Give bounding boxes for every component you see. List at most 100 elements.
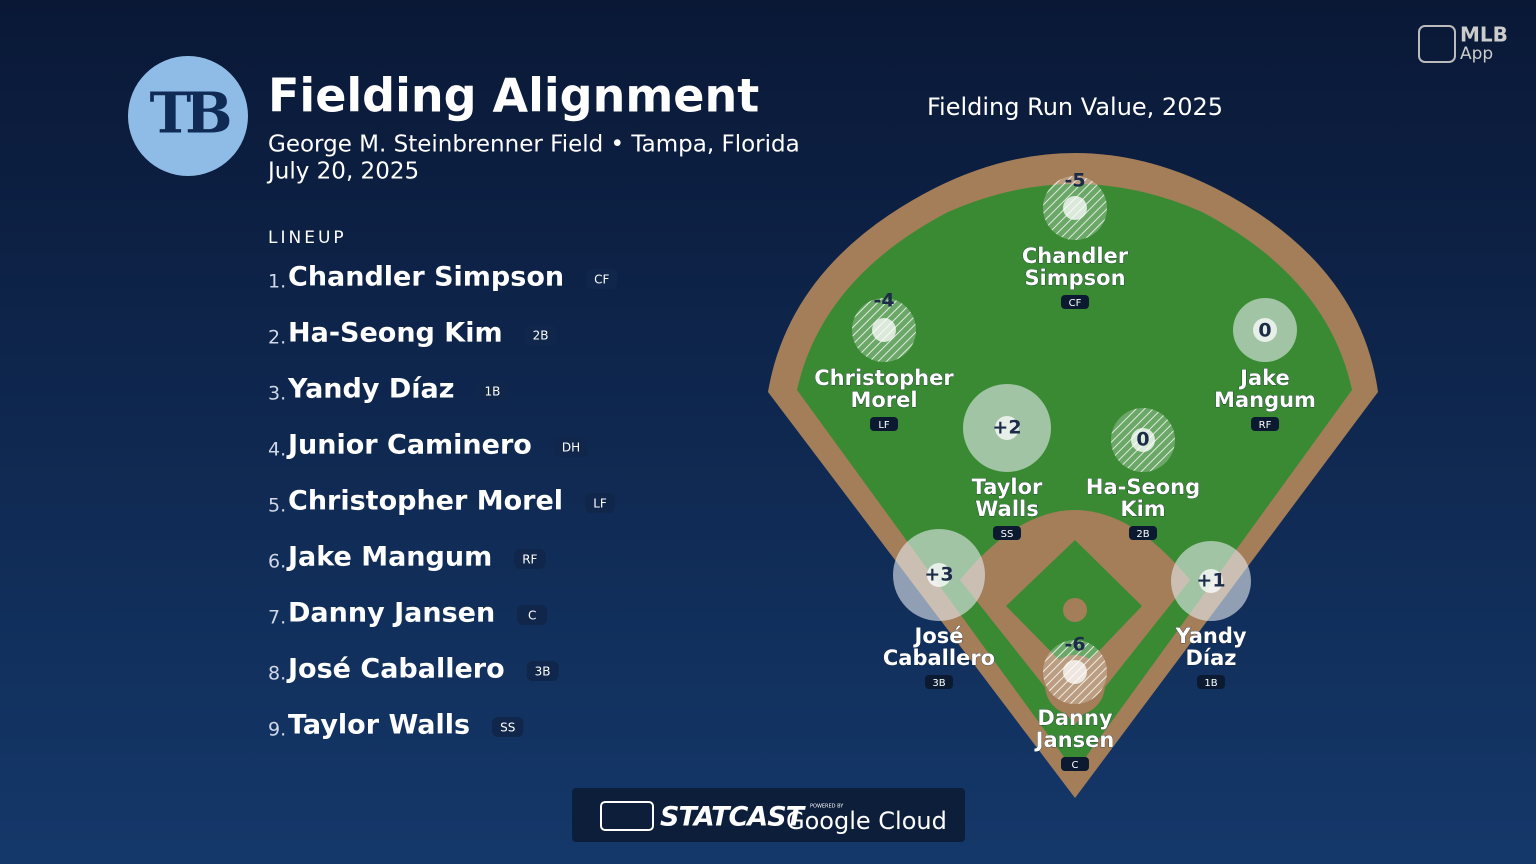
position-badge xyxy=(514,549,546,569)
run-value: 0 xyxy=(1136,429,1149,451)
fielder-dot xyxy=(1131,428,1155,452)
lineup-name: Yandy Díaz xyxy=(287,374,454,405)
fielder-dot xyxy=(1063,196,1087,220)
fielder-position: C xyxy=(1072,760,1079,771)
lineup-order: 6. xyxy=(268,551,286,573)
fielder-badge xyxy=(993,526,1021,540)
fielder-name: Danny xyxy=(1037,706,1113,730)
fielder-name: Díaz xyxy=(1185,646,1236,670)
lineup-name: Junior Caminero xyxy=(286,430,532,461)
field xyxy=(768,153,1378,798)
lineup-position: C xyxy=(528,609,536,623)
venue: George M. Steinbrenner Field • Tampa, Fl… xyxy=(268,132,800,158)
fielder-name: Caballero xyxy=(883,646,995,670)
fielder-name: Walls xyxy=(975,497,1038,521)
outfield-grass xyxy=(797,184,1352,772)
position-badge xyxy=(586,269,618,289)
team-logo xyxy=(128,56,248,176)
fielder-position: CF xyxy=(1069,298,1082,309)
lineup-position: 2B xyxy=(533,329,549,343)
fielder-position: SS xyxy=(1001,529,1014,540)
fielder-name: Kim xyxy=(1120,497,1165,521)
fielder-badge xyxy=(1061,757,1089,771)
lineup-name: Jake Mangum xyxy=(286,542,492,573)
app-name: App xyxy=(1460,44,1493,64)
fielder-badge xyxy=(1251,417,1279,431)
fielder-name: Mangum xyxy=(1214,388,1316,412)
lineup-order: 2. xyxy=(268,327,286,349)
fielder-name: Jansen xyxy=(1034,728,1115,752)
fielder-name: Morel xyxy=(850,388,917,412)
footer-badge xyxy=(572,788,965,842)
position-badge xyxy=(553,437,589,457)
fielder-position: 3B xyxy=(932,678,945,689)
fielder-name: Simpson xyxy=(1024,266,1125,290)
lineup-name: Taylor Walls xyxy=(288,710,470,741)
fielder-position: RF xyxy=(1259,420,1272,431)
lineup-name: Christopher Morel xyxy=(288,486,563,517)
lineup-name: Danny Jansen xyxy=(288,598,495,629)
fielder-name: Taylor xyxy=(972,475,1043,499)
fielder-dot xyxy=(995,416,1019,440)
field-title: Fielding Run Value, 2025 xyxy=(927,93,1223,121)
fielder-badge xyxy=(1061,295,1089,309)
title: Fielding Alignment xyxy=(268,69,759,123)
position-badge xyxy=(476,381,509,401)
powered-by: POWERED BY xyxy=(810,804,844,810)
lineup-order: 3. xyxy=(268,383,286,405)
position-badge xyxy=(517,605,548,625)
lineup-order: 9. xyxy=(268,719,286,741)
lineup-position: RF xyxy=(522,553,537,567)
fielder-name: Jake xyxy=(1238,366,1290,390)
run-value: -6 xyxy=(1064,634,1085,656)
lineup-name: Ha-Seong Kim xyxy=(288,318,503,349)
team-logo-text: TB xyxy=(149,81,230,147)
fielder-badge xyxy=(1197,675,1225,689)
lineup-position: 3B xyxy=(535,665,551,679)
app-logo xyxy=(1418,25,1456,63)
fielder-badge xyxy=(870,417,898,431)
position-badge xyxy=(524,325,557,345)
lineup-order: 8. xyxy=(268,663,286,685)
lineup-position: 1B xyxy=(484,385,500,399)
mound xyxy=(1063,598,1087,622)
lineup-name: José Caballero xyxy=(286,654,505,685)
fielder-badge xyxy=(925,675,953,689)
run-value: +2 xyxy=(992,417,1021,439)
run-value: +3 xyxy=(924,564,953,586)
run-value: -5 xyxy=(1064,170,1085,192)
fielder-dot xyxy=(927,563,951,587)
fielder-dot xyxy=(872,318,896,342)
lineup-position: LF xyxy=(593,497,607,511)
app-name: MLB xyxy=(1460,23,1508,47)
lineup-name: Chandler Simpson xyxy=(288,262,564,293)
fielder-name: Yandy xyxy=(1174,624,1246,648)
fielder-name: Christopher xyxy=(814,366,954,390)
lineup-order: 7. xyxy=(268,607,286,629)
cloud: Google Cloud xyxy=(786,807,947,835)
fielder-position: 1B xyxy=(1204,678,1217,689)
fielder-position: 2B xyxy=(1136,529,1149,540)
fielder-dot xyxy=(1253,318,1277,342)
fielder-dot xyxy=(1063,660,1087,684)
lineup-position: SS xyxy=(500,721,515,735)
fielder-badge xyxy=(1129,526,1157,540)
run-value: 0 xyxy=(1258,320,1271,342)
fielder-dot xyxy=(1199,569,1223,593)
run-value: +1 xyxy=(1196,570,1225,592)
position-badge xyxy=(492,717,524,737)
date: July 20, 2025 xyxy=(266,159,419,185)
lineup-order: 1. xyxy=(268,271,286,293)
fielder-name: Ha-Seong xyxy=(1086,475,1200,499)
fielder-position: LF xyxy=(878,420,890,431)
lineup-order: 4. xyxy=(268,439,286,461)
statcast: STATCAST xyxy=(660,802,807,833)
lineup-position: DH xyxy=(562,441,580,455)
lineup-position: CF xyxy=(594,273,609,287)
mlb-logo xyxy=(600,801,654,831)
position-badge xyxy=(585,493,616,513)
run-value: -4 xyxy=(873,290,894,312)
lineup-order: 5. xyxy=(268,495,286,517)
